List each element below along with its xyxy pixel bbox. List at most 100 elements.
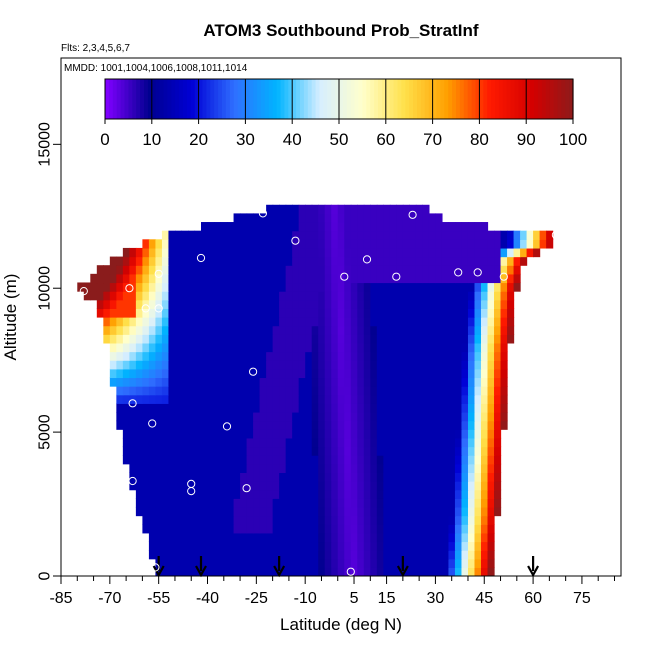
heat-cell xyxy=(305,429,313,439)
heat-cell xyxy=(428,299,437,309)
heat-cell xyxy=(292,550,300,560)
heat-cell xyxy=(396,515,404,525)
heat-cell xyxy=(481,368,489,379)
heat-cell xyxy=(402,498,410,508)
heat-cell xyxy=(324,273,332,284)
heat-cell xyxy=(370,282,378,292)
heat-cell xyxy=(409,377,417,387)
heat-cell xyxy=(233,377,241,387)
heat-cell xyxy=(428,368,437,379)
colorbar-cell xyxy=(331,79,336,119)
heat-cell xyxy=(461,342,469,353)
heat-cell xyxy=(259,541,267,551)
heat-cell xyxy=(214,411,222,422)
heat-cell xyxy=(305,325,313,335)
heat-cell xyxy=(240,299,248,309)
colorbar-cell xyxy=(190,79,196,119)
heat-cell xyxy=(474,550,482,560)
heat-cell xyxy=(220,239,228,249)
heat-cell xyxy=(161,239,170,249)
heat-cell xyxy=(389,403,397,413)
heat-cell xyxy=(285,308,293,318)
colorbar-cell xyxy=(155,79,161,119)
heat-cell xyxy=(285,429,293,439)
heat-cell xyxy=(467,558,476,568)
heat-cell xyxy=(422,394,430,404)
heat-cell xyxy=(207,342,215,353)
heat-cell xyxy=(500,377,508,387)
observation-circle xyxy=(154,304,163,313)
heat-cell xyxy=(201,377,209,387)
heat-cell xyxy=(324,317,332,327)
heat-cell xyxy=(428,325,437,335)
heat-cell xyxy=(409,446,417,456)
heat-cell xyxy=(246,334,254,344)
heat-cell xyxy=(318,532,326,543)
heat-cell xyxy=(214,506,222,517)
heat-cell xyxy=(142,334,150,344)
heat-cell xyxy=(487,256,495,266)
heat-cell xyxy=(467,437,476,448)
heat-cell xyxy=(396,481,404,491)
heat-cell xyxy=(344,567,352,576)
heat-cell xyxy=(422,515,430,525)
heat-cell xyxy=(129,420,137,430)
heat-cell xyxy=(507,317,515,327)
heat-cell xyxy=(500,291,508,301)
heat-cell xyxy=(174,230,183,240)
heat-cell xyxy=(344,437,352,448)
heat-cell xyxy=(122,256,130,266)
heat-cell xyxy=(441,411,450,422)
colorbar-cell xyxy=(526,79,531,119)
heat-cell xyxy=(389,498,397,508)
heat-cell xyxy=(246,317,254,327)
heat-cell xyxy=(220,342,228,353)
heat-cell xyxy=(109,351,117,361)
heat-cell xyxy=(324,481,332,491)
heat-cell xyxy=(292,351,300,361)
colorbar-cell xyxy=(225,79,231,119)
heat-cell xyxy=(383,420,391,430)
heat-cell xyxy=(148,489,157,499)
colorbar-cell xyxy=(339,79,344,119)
heat-cell xyxy=(285,524,293,534)
heat-cell xyxy=(148,437,157,448)
colorbar-tick-label: 80 xyxy=(470,130,489,149)
heat-cell xyxy=(487,550,495,560)
heat-cell xyxy=(233,515,241,525)
colorbar-cell xyxy=(374,79,379,119)
heat-cell xyxy=(383,204,391,214)
heat-cell xyxy=(207,498,215,508)
heat-cell xyxy=(292,411,300,422)
heat-cell xyxy=(298,472,306,482)
heat-cell xyxy=(292,230,300,240)
colorbar-cell xyxy=(206,79,211,119)
heat-cell xyxy=(207,256,215,266)
heat-cell xyxy=(298,481,306,491)
heat-cell xyxy=(272,360,280,370)
heat-cell xyxy=(448,481,456,491)
heat-cell xyxy=(396,498,404,508)
heat-cell xyxy=(214,455,222,465)
heat-cell xyxy=(142,247,150,258)
heat-cell xyxy=(428,342,437,353)
heat-cell xyxy=(422,567,430,576)
heat-cell xyxy=(220,377,228,387)
heat-cell xyxy=(155,506,163,517)
heat-cell xyxy=(487,524,495,534)
heat-cell xyxy=(318,222,326,232)
heat-cell xyxy=(259,213,267,223)
heat-cell xyxy=(441,506,450,517)
heat-cell xyxy=(350,429,358,439)
heat-cell xyxy=(363,437,371,448)
heat-cell xyxy=(467,317,476,327)
heat-cell xyxy=(253,325,261,335)
heat-cell xyxy=(467,532,476,543)
flights-note: Flts: 2,3,4,5,6,7 xyxy=(61,43,130,54)
heat-cell xyxy=(409,463,417,473)
heat-cell xyxy=(454,239,463,249)
heat-cell xyxy=(311,498,319,508)
heat-cell xyxy=(148,351,157,361)
heat-cell xyxy=(253,213,261,223)
heat-cell xyxy=(318,429,326,439)
